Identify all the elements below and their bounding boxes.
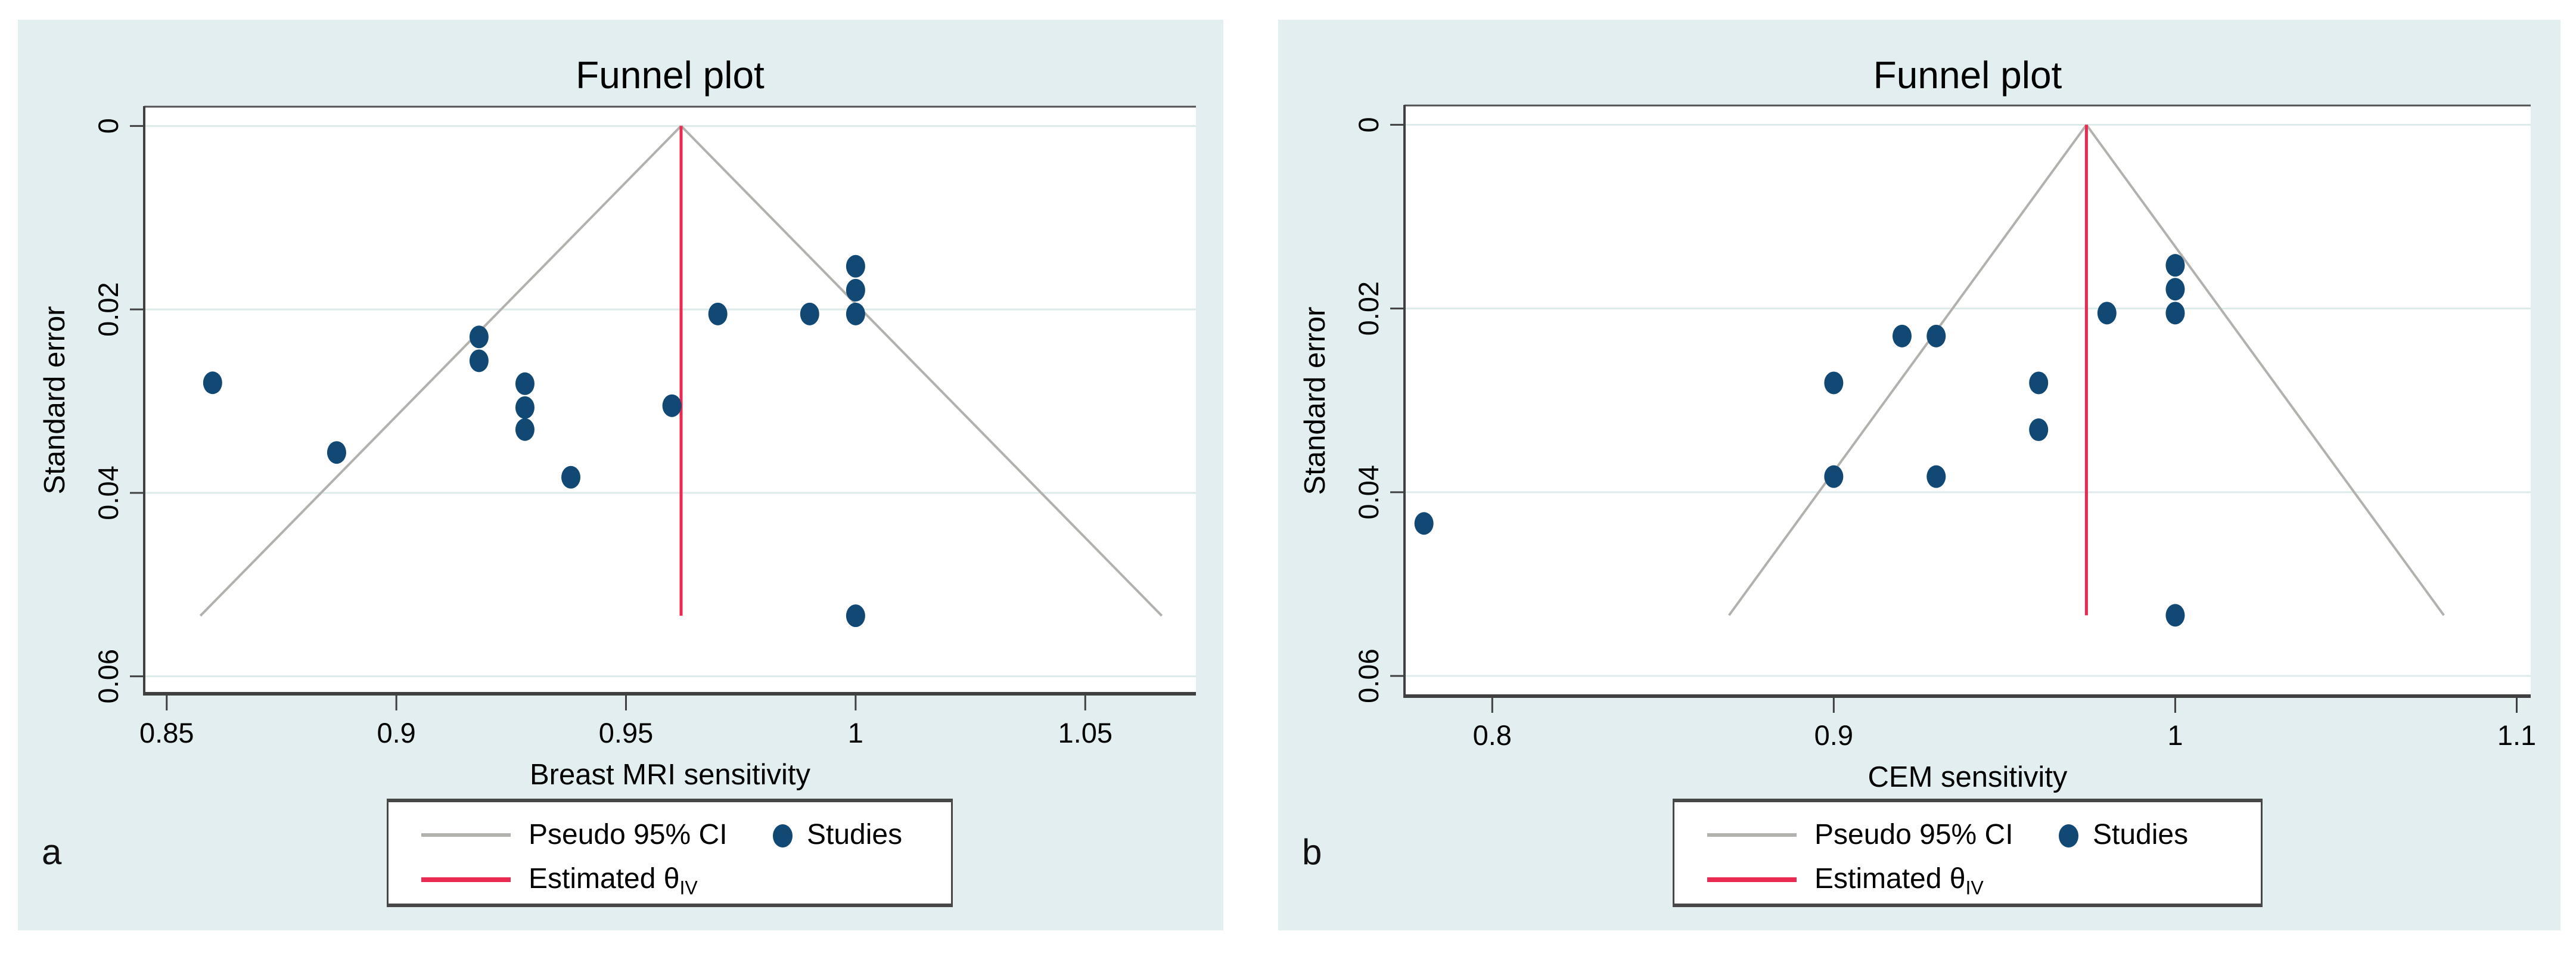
study-point bbox=[561, 465, 581, 489]
x-tick-label: 0.95 bbox=[599, 717, 653, 749]
study-point bbox=[846, 604, 865, 628]
x-tick-label: 1 bbox=[848, 717, 863, 749]
y-tick-label: 0 bbox=[92, 118, 124, 134]
estimate-line-swatch bbox=[421, 877, 511, 882]
pseudo-ci-line-swatch bbox=[421, 833, 511, 837]
study-point bbox=[203, 371, 222, 395]
estimate-label: Estimated θIV bbox=[1814, 863, 1984, 899]
pseudo-ci-left-line bbox=[1728, 124, 2088, 616]
y-axis-label: Standard error bbox=[1299, 307, 1331, 495]
estimate-label: Estimated θIV bbox=[529, 863, 698, 899]
panel-letter-a: a bbox=[42, 832, 62, 872]
chart-title: Funnel plot bbox=[576, 54, 765, 97]
pseudo-ci-label: Pseudo 95% CI bbox=[529, 819, 728, 850]
studies-marker-icon bbox=[773, 824, 793, 848]
study-point bbox=[1926, 465, 1946, 488]
studies-marker-icon bbox=[2059, 824, 2078, 848]
study-point bbox=[846, 254, 865, 278]
chart-title: Funnel plot bbox=[1873, 54, 2062, 97]
y-tick-label: 0.04 bbox=[92, 465, 124, 520]
study-point bbox=[2029, 371, 2049, 395]
x-tick-label: 0.85 bbox=[139, 717, 194, 749]
study-point bbox=[846, 278, 865, 302]
estimate-line-swatch bbox=[1707, 877, 1797, 882]
studies-label: Studies bbox=[2093, 819, 2189, 850]
study-point bbox=[800, 302, 819, 325]
study-point bbox=[2097, 302, 2117, 325]
funnel-plot-b: 0 0.02 0.04 0.06 0.8 0.9 1 1.1 CEM sensitivity St… bbox=[1299, 54, 2536, 793]
legend: Pseudo 95% CI Studies Estimated θIV bbox=[1673, 799, 2263, 907]
study-point bbox=[327, 441, 346, 464]
study-point bbox=[515, 372, 535, 395]
y-tick-label: 0.06 bbox=[92, 649, 124, 703]
x-tick-label: 1 bbox=[2167, 719, 2183, 751]
study-point bbox=[1824, 465, 1844, 488]
funnel-plot-a: 0 0.02 0.04 0.06 0.85 0.9 0.95 1 1.05 Breast MRI … bbox=[39, 54, 1196, 791]
study-point bbox=[469, 349, 489, 372]
study-point bbox=[708, 302, 728, 325]
legend: Pseudo 95% CI Studies Estimated θIV bbox=[387, 799, 953, 907]
study-point bbox=[1926, 324, 1946, 347]
funnel-panel-a: 0 0.02 0.04 0.06 0.85 0.9 0.95 1 1.05 Breast MRI … bbox=[18, 20, 1223, 930]
y-axis-label: Standard error bbox=[39, 306, 71, 495]
plot-region bbox=[1404, 105, 2531, 696]
panel-letter-b: b bbox=[1302, 832, 1322, 872]
study-point bbox=[662, 394, 682, 417]
study-point bbox=[515, 418, 535, 441]
x-axis-label: CEM sensitivity bbox=[1868, 761, 2068, 793]
study-point bbox=[2165, 302, 2185, 325]
study-point bbox=[469, 325, 489, 349]
study-point bbox=[2029, 418, 2049, 442]
study-point bbox=[515, 396, 535, 419]
x-tick-label: 0.9 bbox=[377, 717, 415, 749]
y-tick-label: 0.04 bbox=[1353, 465, 1384, 519]
x-tick-label: 0.9 bbox=[1814, 719, 1853, 751]
y-tick-label: 0 bbox=[1353, 117, 1384, 132]
pseudo-ci-right-line bbox=[2085, 124, 2445, 616]
pseudo-ci-line-swatch bbox=[1707, 833, 1797, 837]
x-tick-label: 1.1 bbox=[2497, 719, 2536, 751]
y-tick-label: 0.06 bbox=[1353, 648, 1384, 703]
study-point bbox=[2165, 254, 2185, 277]
study-point bbox=[2165, 278, 2185, 301]
y-tick-label: 0.02 bbox=[92, 282, 124, 336]
x-tick-label: 0.8 bbox=[1473, 719, 1512, 751]
funnel-panel-b: 0 0.02 0.04 0.06 0.8 0.9 1 1.1 CEM sensitivity St… bbox=[1278, 20, 2561, 930]
study-point bbox=[1892, 324, 1912, 347]
x-axis-label: Breast MRI sensitivity bbox=[530, 759, 811, 791]
study-point bbox=[1824, 371, 1844, 395]
y-tick-label: 0.02 bbox=[1353, 281, 1384, 336]
study-point bbox=[846, 302, 865, 325]
studies-label: Studies bbox=[807, 819, 903, 850]
pseudo-ci-right-line bbox=[680, 125, 1163, 617]
pseudo-ci-label: Pseudo 95% CI bbox=[1814, 819, 2013, 850]
x-tick-label: 1.05 bbox=[1058, 717, 1113, 749]
pseudo-ci-left-line bbox=[199, 125, 682, 617]
study-point bbox=[1414, 512, 1434, 535]
study-point bbox=[2165, 604, 2185, 627]
